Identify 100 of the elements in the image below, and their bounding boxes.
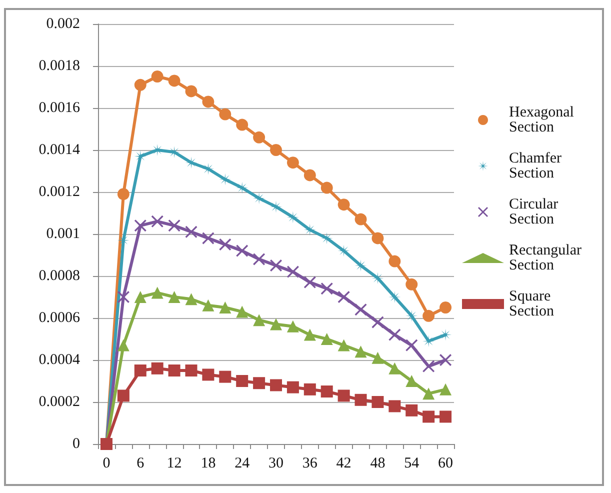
- y-tick-label: 0.0016: [38, 100, 80, 116]
- point: [202, 162, 214, 175]
- point: [253, 131, 266, 144]
- point: [151, 362, 164, 374]
- point: [388, 400, 401, 412]
- y-tick-label: 0.0006: [38, 310, 80, 326]
- point: [202, 299, 214, 312]
- point: [440, 383, 452, 396]
- point: [422, 410, 435, 423]
- point: [117, 291, 130, 303]
- point: [219, 173, 232, 186]
- point: [236, 244, 248, 257]
- x-tick-label: 48: [370, 456, 386, 472]
- point: [422, 388, 435, 400]
- point: [286, 381, 299, 394]
- point: [117, 188, 130, 200]
- point: [236, 182, 248, 194]
- point: [185, 364, 198, 376]
- point: [219, 108, 232, 120]
- point: [219, 238, 232, 250]
- point: [304, 276, 316, 288]
- point: [320, 333, 333, 345]
- x-tick-label: 42: [336, 456, 352, 472]
- point: [388, 362, 401, 374]
- x-tick-label: 60: [438, 456, 454, 472]
- point: [134, 78, 146, 91]
- point: [304, 169, 316, 182]
- point: [236, 375, 248, 387]
- point: [372, 272, 384, 284]
- point: [185, 293, 198, 306]
- y-tick-label: 0.0014: [38, 142, 80, 158]
- y-tick-label: 0.001: [46, 226, 80, 242]
- point: [286, 211, 299, 224]
- point: [372, 352, 384, 364]
- point: [440, 302, 452, 314]
- point: [202, 96, 214, 108]
- point: [151, 215, 164, 228]
- point: [354, 213, 367, 226]
- point: [202, 232, 214, 244]
- point: [185, 226, 198, 238]
- point: [270, 379, 282, 392]
- point: [354, 346, 367, 358]
- x-tick-label: 24: [234, 456, 250, 472]
- point: [134, 364, 146, 376]
- point: [219, 302, 232, 314]
- y-tick-label: 0: [72, 436, 80, 452]
- point: [406, 375, 418, 387]
- point: [440, 328, 452, 341]
- point: [219, 370, 232, 383]
- legend-label: Rectangular Section: [509, 242, 586, 274]
- x-tick-label: 18: [200, 456, 216, 472]
- point: [320, 282, 333, 295]
- point: [406, 278, 418, 290]
- point: [134, 291, 146, 303]
- y-tick-label: 0.0002: [38, 394, 80, 410]
- x-tick-label: 12: [166, 456, 182, 472]
- legend-label: Hexagonal Section: [509, 104, 578, 136]
- point: [168, 74, 180, 87]
- point: [372, 232, 384, 244]
- point: [440, 354, 452, 366]
- point: [286, 320, 299, 332]
- point: [202, 368, 214, 381]
- point: [270, 260, 282, 272]
- x-tick-label: 54: [404, 456, 420, 472]
- point: [406, 339, 418, 352]
- point: [422, 360, 435, 372]
- point: [134, 220, 146, 232]
- point: [388, 255, 401, 268]
- point: [253, 314, 266, 326]
- point: [270, 318, 282, 330]
- point: [372, 316, 384, 328]
- point: [440, 410, 452, 423]
- x-tick-label: 0: [102, 456, 110, 472]
- point: [338, 244, 350, 257]
- point: [185, 85, 198, 98]
- point: [338, 339, 350, 352]
- point: [320, 232, 333, 244]
- point: [388, 328, 401, 341]
- point: [320, 182, 333, 194]
- y-tick-label: 0.0012: [38, 184, 80, 200]
- point: [117, 390, 130, 402]
- point: [253, 377, 266, 390]
- point: [168, 291, 180, 303]
- point: [304, 328, 316, 341]
- point: [236, 306, 248, 318]
- y-tick-label: 0.0008: [38, 268, 80, 284]
- x-tick-label: 36: [302, 456, 318, 472]
- legend-label: Circular Section: [509, 196, 562, 228]
- point: [304, 224, 316, 236]
- y-tick-label: 0.0018: [38, 58, 80, 74]
- point: [406, 404, 418, 416]
- point: [236, 118, 248, 131]
- x-tick-label: 6: [136, 456, 145, 472]
- point: [354, 394, 367, 406]
- point: [253, 192, 266, 204]
- point: [117, 339, 130, 352]
- y-tick-label: 0.002: [46, 16, 80, 32]
- point: [372, 396, 384, 408]
- point: [286, 156, 299, 169]
- point: [388, 291, 401, 303]
